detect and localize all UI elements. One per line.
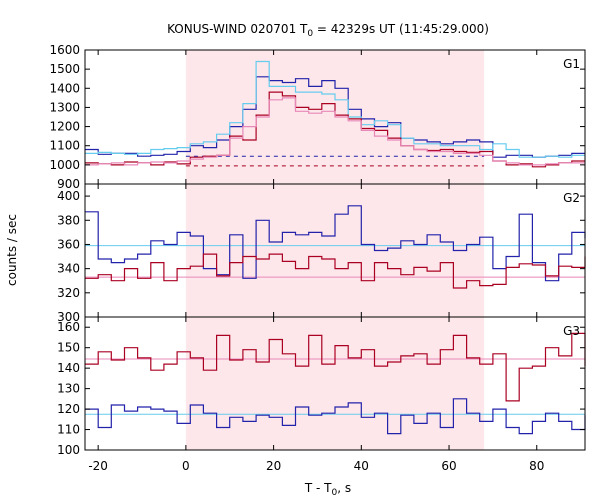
shaded-interval (185, 317, 485, 450)
series-line (85, 205, 586, 282)
chart-title-rest: = 42329s UT (11:45:29.000) (313, 22, 489, 36)
y-tick-label: 120 (57, 402, 80, 416)
y-tick-label: 1400 (49, 81, 80, 95)
x-axis-label: T - T0, s (304, 481, 351, 498)
y-tick-label: 100 (57, 443, 80, 457)
y-tick-label: 900 (57, 177, 80, 191)
y-axis-label: counts / sec (5, 214, 19, 286)
y-tick-label: 1200 (49, 120, 80, 134)
y-tick-label: 1300 (49, 100, 80, 114)
x-tick-label: 20 (266, 459, 281, 473)
series-line (85, 398, 586, 435)
y-tick-label: 1100 (49, 139, 80, 153)
x-tick-label: 60 (441, 459, 456, 473)
y-tick-label: 140 (57, 361, 80, 375)
panel-frame (84, 316, 586, 451)
series-line (85, 253, 586, 289)
panel-g1: 900 1000 1100 1200 1300 1400 1500 1600 G1 (49, 43, 586, 191)
x-axis-label-rest: , s (337, 481, 351, 495)
y-tick-label: 110 (57, 423, 80, 437)
panel-label: G3 (563, 324, 580, 338)
panel-label: G2 (563, 191, 580, 205)
x-tick-label: 40 (354, 459, 369, 473)
y-tick-label: 1500 (49, 62, 80, 76)
series-line (85, 97, 585, 166)
y-tick-label: 320 (57, 286, 80, 300)
panel-label: G1 (563, 57, 580, 71)
plot-area: 9001000110012001300140015001600G13003203… (49, 43, 586, 473)
y-tick-label: 1000 (49, 158, 80, 172)
series-line (85, 60, 585, 158)
chart-title-subscript: 0 (307, 29, 313, 39)
shaded-interval (185, 184, 485, 317)
panel-g3: 100 110 120 130 140 150 160 G3 (57, 316, 586, 457)
chart-title: KONUS-WIND 020701 T0 = 42329s UT (11:45:… (167, 22, 489, 39)
y-tick-label: 160 (57, 320, 80, 334)
x-axis-label-subscript: 0 (332, 488, 338, 498)
x-tick-label: 0 (182, 459, 190, 473)
x-tick-label: 80 (529, 459, 544, 473)
y-tick-label: 400 (57, 189, 80, 203)
y-tick-label: 340 (57, 262, 80, 276)
series-line (85, 332, 586, 402)
y-tick-label: 300 (57, 310, 80, 324)
y-tick-label: 360 (57, 237, 80, 251)
panel-g2: 300 320 340 360 380 400 G2 (57, 183, 586, 324)
y-tick-label: 150 (57, 341, 80, 355)
y-tick-label: 130 (57, 382, 80, 396)
y-tick-label: 380 (57, 213, 80, 227)
y-tick-label: 1600 (49, 43, 80, 57)
x-tick-label: -20 (88, 459, 108, 473)
